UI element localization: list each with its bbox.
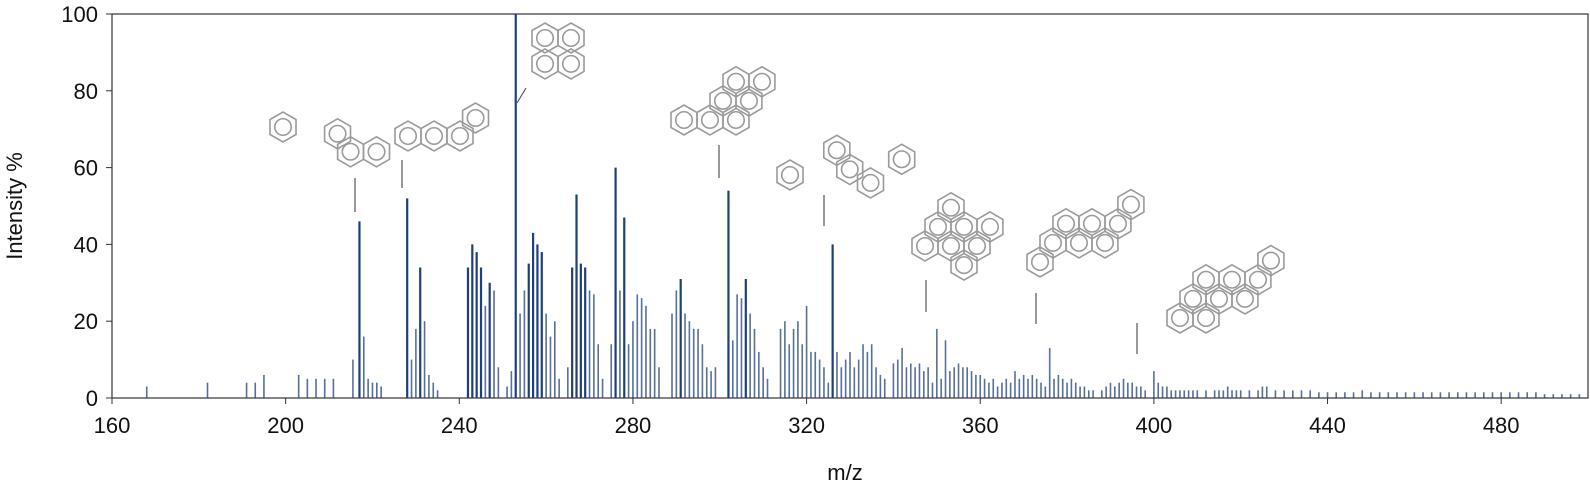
- x-tick-label: 480: [1483, 413, 1520, 438]
- structure-annotations: [269, 22, 1285, 354]
- x-tick-label: 400: [1136, 413, 1173, 438]
- y-axis-ticks: 0 20 40 60 80 100: [61, 2, 112, 411]
- structure-diagram: [1026, 188, 1145, 278]
- y-tick-label: 20: [74, 309, 98, 334]
- plot-frame: [111, 13, 1589, 399]
- x-tick-label: 320: [788, 413, 825, 438]
- structure-diagram: [269, 111, 391, 168]
- x-axis-title: m/z: [827, 460, 862, 485]
- x-tick-label: 160: [94, 413, 131, 438]
- y-tick-label: 60: [74, 156, 98, 181]
- x-tick-label: 440: [1309, 413, 1346, 438]
- structure-diagram: [670, 65, 776, 136]
- spectrum-peaks: [145, 14, 1581, 398]
- structure-diagram: [1166, 244, 1285, 334]
- y-tick-label: 100: [61, 2, 98, 27]
- x-tick-label: 360: [962, 413, 999, 438]
- structure-diagram: [911, 191, 1004, 282]
- y-tick-label: 80: [74, 79, 98, 104]
- x-tick-label: 240: [441, 413, 478, 438]
- y-tick-label: 0: [86, 386, 98, 411]
- structure-diagram: [531, 22, 585, 80]
- y-axis-title: Intensity %: [2, 152, 27, 260]
- x-tick-label: 200: [267, 413, 304, 438]
- leader-line: [516, 87, 527, 104]
- structure-diagram: [394, 102, 490, 152]
- x-tick-label: 280: [615, 413, 652, 438]
- x-axis-ticks: 160 200 240 280 320 360 400 440 480: [94, 398, 1520, 438]
- y-tick-label: 40: [74, 232, 98, 257]
- structure-diagram: [776, 134, 916, 199]
